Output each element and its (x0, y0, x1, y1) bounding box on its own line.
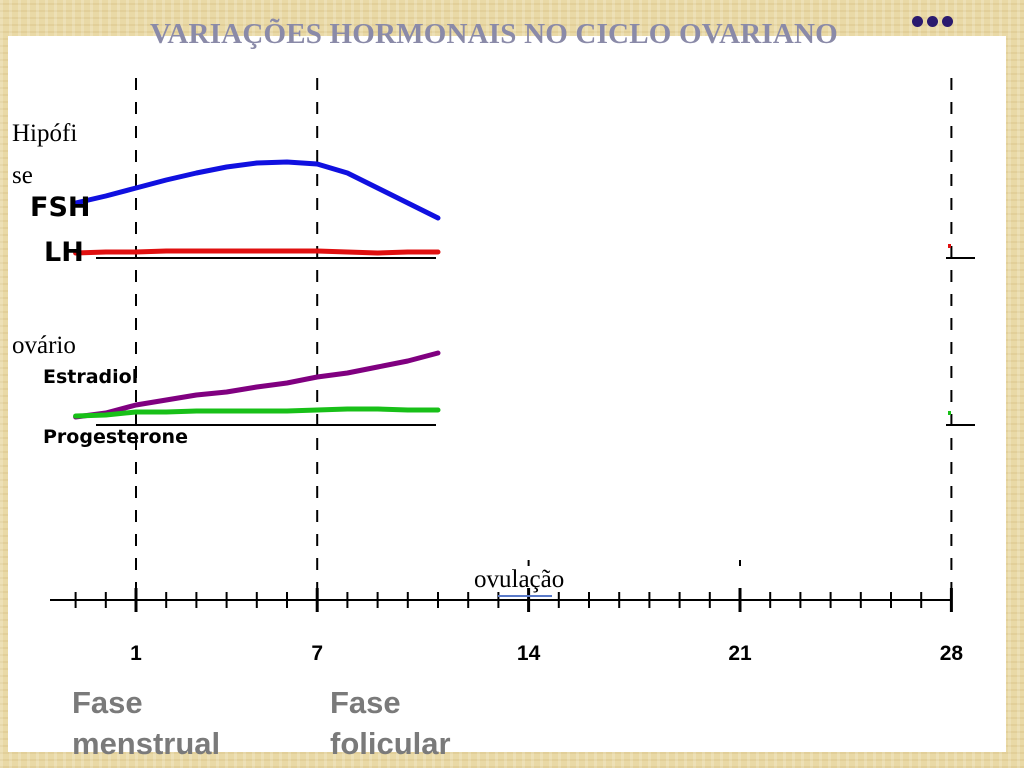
page-title: VARIAÇÕES HORMONAIS NO CICLO OVARIANO (150, 18, 838, 50)
x-tick-label-28: 28 (940, 642, 964, 665)
series-stub-progesterone (948, 411, 951, 415)
dot-icon (927, 16, 938, 27)
phase-folicular-line2: folicular (330, 726, 451, 761)
ovario-label: ovário (12, 332, 76, 359)
series-line-progesterone (73, 406, 441, 419)
legend-estradiol: Estradiol (43, 366, 139, 388)
legend-lh: LH (44, 237, 84, 268)
x-tick-label-7: 7 (311, 642, 323, 665)
dot-icon (912, 16, 923, 27)
dot-icon (942, 16, 953, 27)
decoration-dots (912, 14, 957, 32)
phase-folicular: Fase folicular (330, 682, 451, 764)
chart-panel (8, 36, 1006, 752)
series-line-lh (73, 248, 441, 256)
phase-menstrual: Fase menstrual (72, 682, 220, 764)
legend-fsh: FSH (30, 192, 91, 223)
x-tick-label-1: 1 (130, 642, 142, 665)
chart-grid (96, 78, 975, 606)
x-axis: 1 7 14 21 28 (50, 588, 963, 665)
chart-series (73, 159, 951, 420)
hipofise-label-line2: se (12, 162, 33, 189)
hipofise-label-line1: Hipófi (12, 120, 78, 147)
phase-folicular-line1: Fase (330, 685, 401, 720)
series-line-estradiol (73, 350, 441, 420)
phase-menstrual-line2: menstrual (72, 726, 221, 761)
series-stub-lh (948, 244, 951, 248)
phase-menstrual-line1: Fase (72, 685, 143, 720)
series-line-fsh (73, 159, 441, 221)
ovulation-label: ovulação (474, 566, 565, 593)
x-tick-label-14: 14 (517, 642, 541, 665)
x-tick-label-21: 21 (728, 642, 752, 665)
legend-progesterone: Progesterone (43, 426, 188, 448)
